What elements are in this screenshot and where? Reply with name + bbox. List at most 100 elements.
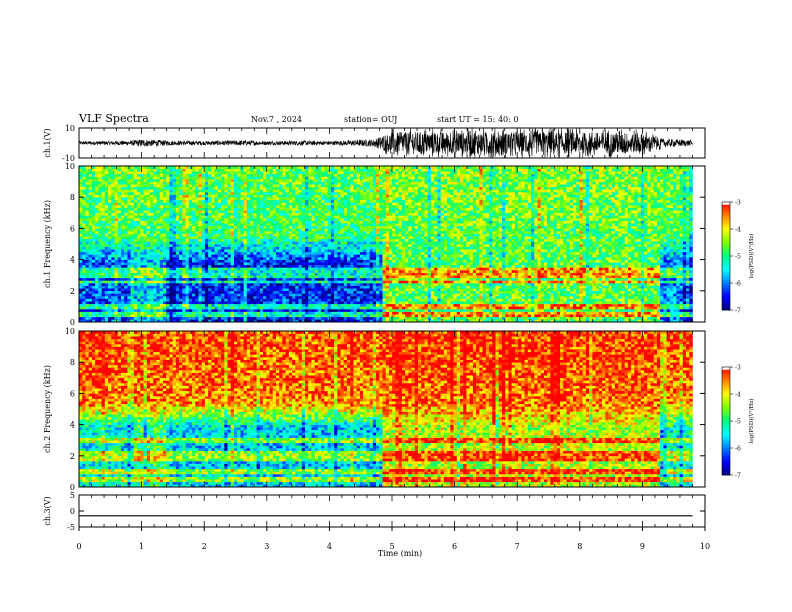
ch1-spectrogram-cell bbox=[292, 210, 296, 213]
ch1-spectrogram-cell bbox=[331, 192, 335, 195]
ch1-spectrogram-cell bbox=[295, 176, 299, 179]
ch1-spectrogram-cell bbox=[305, 223, 309, 226]
ch1-spectrogram-cell bbox=[156, 280, 160, 283]
ch1-spectrogram-cell bbox=[260, 314, 264, 317]
ch1-spectrogram-cell bbox=[156, 184, 160, 187]
ch1-spectrogram-cell bbox=[218, 174, 222, 177]
ch1-spectrogram-cell bbox=[150, 275, 154, 278]
ch1-spectrogram-cell bbox=[108, 317, 112, 320]
ch1-spectrogram-cell bbox=[144, 187, 148, 190]
ch1-spectrogram-cell bbox=[150, 247, 154, 250]
ch1-spectrogram-cell bbox=[198, 189, 202, 192]
ch1-spectrogram-cell bbox=[260, 249, 264, 252]
ch1-spectrogram-cell bbox=[221, 182, 225, 185]
ch1-spectrogram-cell bbox=[331, 228, 335, 231]
ch1-spectrogram-cell bbox=[302, 176, 306, 179]
ch1-spectrogram-cell bbox=[92, 218, 96, 221]
ch1-spectrogram-cell bbox=[186, 270, 190, 273]
ch1-spectrogram-cell bbox=[311, 293, 315, 296]
ch1-spectrogram-cell bbox=[266, 182, 270, 185]
ch1-spectrogram-cell bbox=[295, 197, 299, 200]
ch1-spectrogram-cell bbox=[137, 241, 141, 244]
ch1-spectrogram-cell bbox=[250, 299, 254, 302]
ch1-spectrogram-cell bbox=[260, 234, 264, 237]
ch1-spectrogram-cell bbox=[153, 184, 157, 187]
ch1-spectrogram-cell bbox=[299, 262, 303, 265]
ch1-spectrogram-cell bbox=[115, 278, 119, 281]
ch1-spectrogram-cell bbox=[221, 273, 225, 276]
ch1-spectrogram-cell bbox=[279, 247, 283, 250]
ch1-spectrogram-cell bbox=[218, 205, 222, 208]
ch1-spectrogram-cell bbox=[334, 291, 338, 294]
ch1-spectrogram-cell bbox=[131, 280, 135, 283]
ch1-spectrogram-cell bbox=[205, 262, 209, 265]
ch1-spectrogram-cell bbox=[160, 249, 164, 252]
ch1-spectrogram-cell bbox=[108, 265, 112, 268]
ch1-spectrogram-cell bbox=[289, 231, 293, 234]
ch1-spectrogram-cell bbox=[166, 280, 170, 283]
ch1-spectrogram-cell bbox=[211, 226, 215, 229]
ch1-spectrogram-cell bbox=[292, 257, 296, 260]
ch1-spectrogram-cell bbox=[328, 247, 332, 250]
ch1-spectrogram-cell bbox=[237, 267, 241, 270]
ch1-spectrogram-cell bbox=[299, 293, 303, 296]
ch1-spectrogram-cell bbox=[286, 260, 290, 263]
ch1-spectrogram-cell bbox=[140, 200, 144, 203]
ch1-spectrogram-cell bbox=[328, 312, 332, 315]
ch1-spectrogram-cell bbox=[108, 179, 112, 182]
ch1-spectrogram-cell bbox=[121, 265, 125, 268]
ch1-spectrogram-cell bbox=[215, 195, 219, 198]
ch1-spectrogram-cell bbox=[176, 267, 180, 270]
ch1-spectrogram-cell bbox=[240, 231, 244, 234]
ch1-spectrogram-cell bbox=[324, 234, 328, 237]
ch1-spectrogram-cell bbox=[150, 169, 154, 172]
ch1-spectrogram-cell bbox=[115, 179, 119, 182]
ch1-spectrogram-cell bbox=[137, 228, 141, 231]
ch1-spectrogram-cell bbox=[311, 231, 315, 234]
ch1-spectrogram-cell bbox=[127, 244, 131, 247]
ch1-spectrogram-cell bbox=[228, 252, 232, 255]
ch1-spectrogram-cell bbox=[118, 182, 122, 185]
ch1-spectrogram-cell bbox=[266, 260, 270, 263]
ch1-spectrogram-cell bbox=[144, 301, 148, 304]
ch1-spectrogram-cell bbox=[337, 189, 341, 192]
ch1-spectrogram-cell bbox=[257, 280, 261, 283]
ch1-spectrogram-cell bbox=[131, 254, 135, 257]
ch1-spectrogram-cell bbox=[270, 304, 274, 307]
ch1-spectrogram-cell bbox=[189, 309, 193, 312]
ch1-spectrogram-cell bbox=[237, 283, 241, 286]
ch1-spectrogram-cell bbox=[95, 218, 99, 221]
ch1-spectrogram-cell bbox=[195, 252, 199, 255]
ch1-spectrogram-cell bbox=[85, 241, 89, 244]
ch1-spectrogram-cell bbox=[131, 223, 135, 226]
ch1-spectrogram-cell bbox=[215, 174, 219, 177]
ch1-spectrogram-cell bbox=[166, 306, 170, 309]
ch1-spectrogram-cell bbox=[289, 221, 293, 224]
ch1-spectrogram-cell bbox=[160, 228, 164, 231]
ch1-spectrogram-cell bbox=[102, 192, 106, 195]
ch1-spectrogram-cell bbox=[257, 306, 261, 309]
ch1-spectrogram-cell bbox=[208, 267, 212, 270]
ch1-spectrogram-cell bbox=[195, 184, 199, 187]
ch1-spectrogram-cell bbox=[153, 304, 157, 307]
ch1-spectrogram-cell bbox=[150, 278, 154, 281]
ch1-spectrogram-cell bbox=[127, 296, 131, 299]
ch1-spectrogram-cell bbox=[89, 280, 93, 283]
ch1-spectrogram-cell bbox=[108, 226, 112, 229]
ch1-spectrogram-cell bbox=[295, 226, 299, 229]
ch1-spectrogram-cell bbox=[105, 249, 109, 252]
ch1-spectrogram-cell bbox=[95, 174, 99, 177]
ch1-spectrogram-cell bbox=[144, 312, 148, 315]
ch1-spectrogram-cell bbox=[124, 254, 128, 257]
ch1-spectrogram-cell bbox=[237, 208, 241, 211]
ch1-spectrogram-cell bbox=[215, 244, 219, 247]
ch1-spectrogram-cell bbox=[231, 299, 235, 302]
ch1-spectrogram-cell bbox=[137, 231, 141, 234]
ch1-spectrogram-cell bbox=[263, 241, 267, 244]
ch1-spectrogram-cell bbox=[328, 218, 332, 221]
ch1-spectrogram-cell bbox=[302, 283, 306, 286]
ch1-spectrogram-cell bbox=[273, 249, 277, 252]
ch1-spectrogram-cell bbox=[228, 200, 232, 203]
ch1-spectrogram-cell bbox=[318, 249, 322, 252]
ch1-spectrogram-cell bbox=[308, 218, 312, 221]
